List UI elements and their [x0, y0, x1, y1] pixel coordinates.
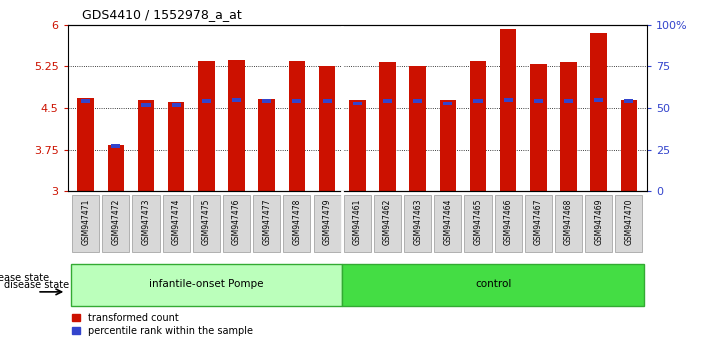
Bar	[621, 99, 637, 191]
Text: disease state: disease state	[0, 273, 50, 283]
Bar	[112, 144, 120, 148]
Bar	[141, 103, 151, 107]
Bar	[470, 61, 486, 191]
Text: GSM947475: GSM947475	[202, 198, 211, 245]
Bar	[232, 98, 241, 102]
FancyBboxPatch shape	[434, 195, 461, 252]
Bar	[292, 99, 301, 103]
Bar	[503, 98, 513, 102]
Text: GSM947472: GSM947472	[112, 198, 120, 245]
Text: GSM947477: GSM947477	[262, 198, 271, 245]
Bar	[383, 99, 392, 103]
FancyBboxPatch shape	[374, 195, 401, 252]
Text: GSM947476: GSM947476	[232, 198, 241, 245]
FancyBboxPatch shape	[102, 195, 129, 252]
Bar	[77, 98, 94, 191]
Bar	[594, 98, 603, 102]
FancyBboxPatch shape	[342, 264, 644, 306]
Text: GSM947479: GSM947479	[323, 198, 331, 245]
Bar	[168, 102, 184, 191]
Bar	[413, 99, 422, 103]
Bar	[258, 98, 275, 191]
FancyBboxPatch shape	[464, 195, 491, 252]
Bar	[379, 63, 396, 191]
Legend: transformed count, percentile rank within the sample: transformed count, percentile rank withi…	[73, 313, 253, 336]
Bar	[323, 99, 331, 103]
FancyBboxPatch shape	[72, 195, 100, 252]
Bar	[474, 99, 483, 103]
Text: GSM947464: GSM947464	[444, 198, 452, 245]
Bar	[107, 144, 124, 191]
Text: GSM947463: GSM947463	[413, 198, 422, 245]
Text: GSM947461: GSM947461	[353, 198, 362, 245]
FancyBboxPatch shape	[314, 195, 341, 252]
Bar	[349, 99, 365, 191]
Bar	[500, 29, 516, 191]
Text: GSM947467: GSM947467	[534, 198, 543, 245]
FancyBboxPatch shape	[615, 195, 643, 252]
Text: GSM947474: GSM947474	[171, 198, 181, 245]
FancyBboxPatch shape	[284, 195, 311, 252]
Bar	[624, 99, 634, 103]
Bar	[353, 102, 362, 105]
FancyBboxPatch shape	[495, 195, 522, 252]
Text: GSM947478: GSM947478	[292, 198, 301, 245]
Bar	[564, 99, 573, 103]
FancyBboxPatch shape	[343, 195, 371, 252]
Bar	[198, 61, 215, 191]
Bar	[443, 102, 452, 105]
FancyBboxPatch shape	[193, 195, 220, 252]
Text: GSM947469: GSM947469	[594, 198, 603, 245]
FancyBboxPatch shape	[585, 195, 612, 252]
Text: GSM947473: GSM947473	[141, 198, 151, 245]
FancyBboxPatch shape	[525, 195, 552, 252]
Bar	[590, 33, 607, 191]
Bar	[439, 99, 456, 191]
Bar	[262, 99, 272, 103]
FancyBboxPatch shape	[404, 195, 431, 252]
Text: GSM947471: GSM947471	[81, 198, 90, 245]
FancyBboxPatch shape	[223, 195, 250, 252]
Bar	[534, 99, 543, 103]
Text: GSM947465: GSM947465	[474, 198, 483, 245]
Bar	[171, 103, 181, 107]
Bar	[530, 64, 547, 191]
Bar	[410, 67, 426, 191]
Bar	[81, 99, 90, 103]
Bar	[138, 99, 154, 191]
FancyBboxPatch shape	[555, 195, 582, 252]
Bar	[289, 61, 305, 191]
Text: GSM947468: GSM947468	[564, 198, 573, 245]
Bar	[319, 67, 336, 191]
Text: control: control	[475, 279, 511, 289]
Text: GSM947470: GSM947470	[624, 198, 634, 245]
Bar	[560, 63, 577, 191]
Text: disease state: disease state	[4, 280, 69, 290]
FancyBboxPatch shape	[253, 195, 280, 252]
Bar	[202, 99, 211, 103]
Bar	[228, 60, 245, 191]
Text: GDS4410 / 1552978_a_at: GDS4410 / 1552978_a_at	[82, 8, 242, 21]
Text: GSM947466: GSM947466	[503, 198, 513, 245]
Text: infantile-onset Pompe: infantile-onset Pompe	[149, 279, 264, 289]
FancyBboxPatch shape	[163, 195, 190, 252]
Text: GSM947462: GSM947462	[383, 198, 392, 245]
FancyBboxPatch shape	[70, 264, 342, 306]
FancyBboxPatch shape	[132, 195, 159, 252]
